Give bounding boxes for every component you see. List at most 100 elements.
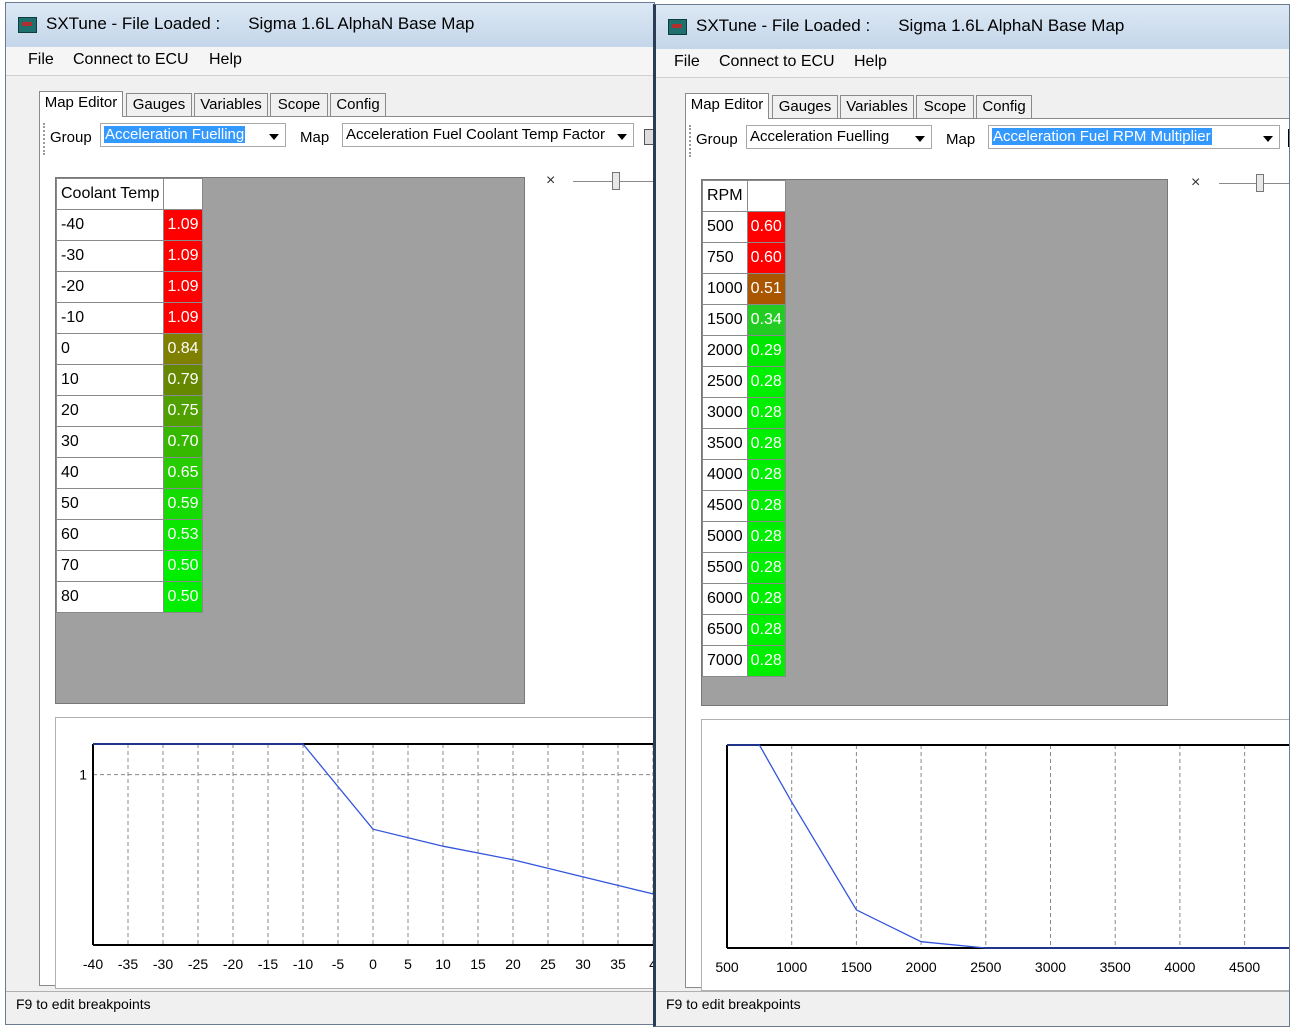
breakpoint-cell[interactable]: 80 [55, 581, 165, 613]
value-cell[interactable]: 0.65 [163, 457, 203, 489]
value-cell[interactable]: 0.29 [746, 335, 786, 367]
value-cell[interactable]: 0.28 [746, 614, 786, 646]
tab-variables[interactable]: Variables [194, 93, 268, 116]
table-row: 50 0.59 [55, 488, 203, 520]
group-select[interactable]: Acceleration Fuelling [100, 123, 286, 147]
value-cell[interactable]: 0.28 [746, 583, 786, 615]
value-header[interactable] [746, 180, 786, 212]
breakpoint-cell[interactable]: 30 [55, 426, 165, 458]
table-row: 1000 0.51 [702, 273, 786, 305]
breakpoint-cell[interactable]: 2500 [702, 366, 748, 398]
tab-scope[interactable]: Scope [916, 95, 974, 118]
value-cell[interactable]: 1.09 [163, 240, 203, 272]
tab-variables[interactable]: Variables [840, 95, 914, 118]
toolbar-grip[interactable] [43, 123, 47, 155]
status-bar: F9 to edit breakpoints [656, 991, 1289, 1017]
zoom-slider-thumb[interactable] [612, 172, 620, 190]
breakpoint-cell[interactable]: 0 [55, 333, 165, 365]
breakpoint-cell[interactable]: 7000 [702, 645, 748, 677]
value-cell[interactable]: 0.79 [163, 364, 203, 396]
menu-file[interactable]: File [28, 51, 54, 68]
menu-help[interactable]: Help [209, 51, 242, 68]
breakpoint-cell[interactable]: 6000 [702, 583, 748, 615]
menu-file[interactable]: File [674, 53, 700, 70]
breakpoint-cell[interactable]: 5000 [702, 521, 748, 553]
value-cell[interactable]: 1.09 [163, 209, 203, 241]
breakpoint-cell[interactable]: 4500 [702, 490, 748, 522]
value-cell[interactable]: 0.53 [163, 519, 203, 551]
value-cell[interactable]: 0.28 [746, 552, 786, 584]
value-cell[interactable]: 0.51 [746, 273, 786, 305]
breakpoint-cell[interactable]: 4000 [702, 459, 748, 491]
breakpoint-cell[interactable]: 70 [55, 550, 165, 582]
zoom-slider-thumb[interactable] [1256, 174, 1264, 192]
menu-connect[interactable]: Connect to ECU [73, 51, 189, 68]
left-titlebar[interactable]: SXTune - File Loaded : Sigma 1.6L AlphaN … [6, 3, 654, 47]
breakpoint-cell[interactable]: 1500 [702, 304, 748, 336]
value-cell[interactable]: 0.50 [163, 581, 203, 613]
table-row: 70 0.50 [55, 550, 203, 582]
value-cell[interactable]: 0.28 [746, 490, 786, 522]
table-view-icon[interactable] [644, 129, 654, 145]
value-cell[interactable]: 0.60 [746, 211, 786, 243]
breakpoint-cell[interactable]: 40 [55, 457, 165, 489]
value-cell[interactable]: 0.28 [746, 459, 786, 491]
value-cell[interactable]: 0.28 [746, 521, 786, 553]
table-row: 4000 0.28 [702, 459, 786, 491]
breakpoint-cell[interactable]: 750 [702, 242, 748, 274]
menu-connect[interactable]: Connect to ECU [719, 53, 835, 70]
breakpoint-cell[interactable]: 500 [702, 211, 748, 243]
value-cell[interactable]: 0.50 [163, 550, 203, 582]
value-cell[interactable]: 0.84 [163, 333, 203, 365]
menu-help[interactable]: Help [854, 53, 887, 70]
value-cell[interactable]: 0.28 [746, 366, 786, 398]
value-cell[interactable]: 1.09 [163, 271, 203, 303]
breakpoint-cell[interactable]: -20 [55, 271, 165, 303]
dropdown-arrow-icon [269, 134, 279, 140]
value-cell[interactable]: 0.70 [163, 426, 203, 458]
value-cell[interactable]: 0.28 [746, 428, 786, 460]
map-select[interactable]: Acceleration Fuel Coolant Temp Factor [342, 123, 634, 147]
right-titlebar[interactable]: SXTune - File Loaded : Sigma 1.6L AlphaN … [656, 5, 1289, 49]
breakpoint-cell[interactable]: 20 [55, 395, 165, 427]
zoom-slider-track[interactable] [1219, 183, 1289, 184]
breakpoint-cell[interactable]: 1000 [702, 273, 748, 305]
value-cell[interactable]: 0.34 [746, 304, 786, 336]
value-cell[interactable]: 1.09 [163, 302, 203, 334]
breakpoint-cell[interactable]: 5500 [702, 552, 748, 584]
breakpoint-cell[interactable]: 3000 [702, 397, 748, 429]
breakpoint-cell[interactable]: 60 [55, 519, 165, 551]
breakpoint-cell[interactable]: -30 [55, 240, 165, 272]
value-cell[interactable]: 0.59 [163, 488, 203, 520]
value-cell[interactable]: 0.28 [746, 397, 786, 429]
tab-gauges[interactable]: Gauges [126, 93, 192, 116]
breakpoint-cell[interactable]: 50 [55, 488, 165, 520]
table-row: -20 1.09 [55, 271, 203, 303]
breakpoint-cell[interactable]: 6500 [702, 614, 748, 646]
axis-header[interactable]: RPM [702, 180, 748, 212]
breakpoint-cell[interactable]: 3500 [702, 428, 748, 460]
tab-gauges[interactable]: Gauges [772, 95, 838, 118]
breakpoint-cell[interactable]: 10 [55, 364, 165, 396]
close-icon[interactable]: × [1191, 174, 1201, 191]
group-select[interactable]: Acceleration Fuelling [746, 125, 932, 149]
close-icon[interactable]: × [546, 172, 556, 189]
breakpoint-cell[interactable]: -40 [55, 209, 165, 241]
axis-header[interactable]: Coolant Temp [55, 178, 165, 210]
tab-config[interactable]: Config [330, 93, 386, 116]
x-tick-label: 500 [715, 959, 739, 975]
app-icon [18, 17, 37, 33]
value-cell[interactable]: 0.60 [746, 242, 786, 274]
tab-config[interactable]: Config [976, 95, 1032, 118]
value-header[interactable] [163, 178, 203, 210]
tab-map-editor[interactable]: Map Editor [685, 93, 769, 119]
tab-map-editor[interactable]: Map Editor [39, 91, 123, 117]
tab-scope[interactable]: Scope [270, 93, 328, 116]
value-cell[interactable]: 0.28 [746, 645, 786, 677]
toolbar-grip[interactable] [689, 125, 693, 157]
x-tick-label: 3500 [1100, 959, 1131, 975]
value-cell[interactable]: 0.75 [163, 395, 203, 427]
breakpoint-cell[interactable]: -10 [55, 302, 165, 334]
map-select[interactable]: Acceleration Fuel RPM Multiplier [988, 125, 1280, 149]
breakpoint-cell[interactable]: 2000 [702, 335, 748, 367]
